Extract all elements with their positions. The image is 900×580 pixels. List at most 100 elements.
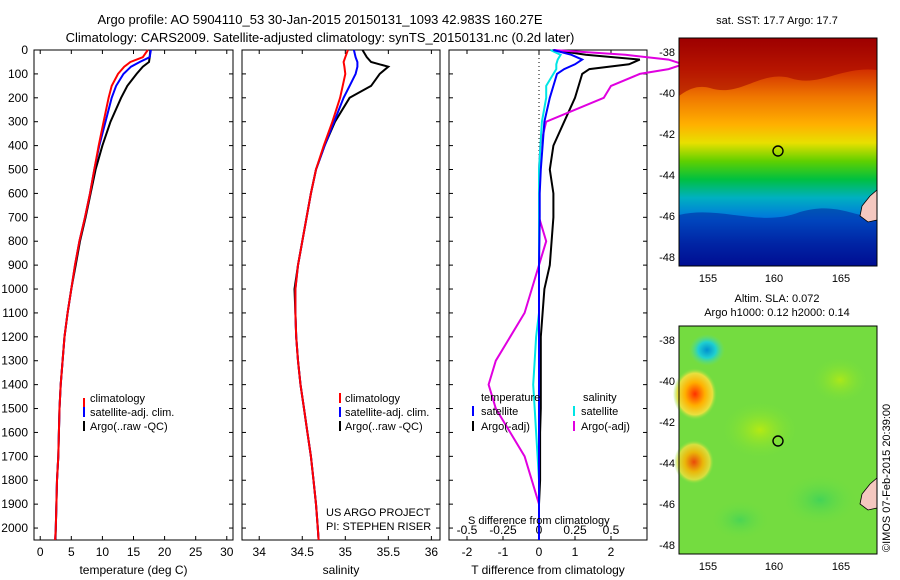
x-tick-label: 2 bbox=[608, 545, 615, 559]
legend-label-satellite: satellite-adj. clim. bbox=[90, 407, 174, 419]
map-y-tick-label: -48 bbox=[659, 540, 675, 552]
map-y-tick-label: -44 bbox=[659, 170, 675, 182]
sst-warm-patch bbox=[679, 38, 877, 96]
s-x-tick-label: -0.5 bbox=[457, 523, 478, 537]
salinity-axes-frame bbox=[241, 49, 441, 541]
salinity-x-axis-label: salinity bbox=[323, 563, 360, 577]
map-y-tick-label: -38 bbox=[659, 47, 675, 59]
map-y-tick-label: -46 bbox=[659, 499, 675, 511]
x-tick-label: 20 bbox=[158, 545, 172, 559]
y-tick-label: 700 bbox=[8, 210, 28, 224]
map-x-tick-label: 165 bbox=[832, 561, 850, 573]
y-tick-label: 200 bbox=[8, 91, 28, 105]
legend-label-s-satellite: satellite bbox=[581, 406, 618, 418]
y-tick-label: 1600 bbox=[1, 425, 28, 439]
x-tick-label: 0 bbox=[536, 545, 543, 559]
series-s-satellite-difference bbox=[532, 49, 563, 540]
sla-map-title1: Altim. SLA: 0.072 bbox=[735, 293, 820, 305]
map-x-tick-label: 160 bbox=[765, 273, 783, 285]
s-x-tick-label: -0.25 bbox=[489, 523, 517, 537]
sla-low-anomaly bbox=[782, 474, 858, 526]
map-y-tick-label: -44 bbox=[659, 458, 675, 470]
x-tick-label: 30 bbox=[220, 545, 234, 559]
x-tick-label: 1 bbox=[572, 545, 579, 559]
map-y-tick-label: -46 bbox=[659, 211, 675, 223]
x-tick-label: 25 bbox=[189, 545, 203, 559]
x-tick-label: 5 bbox=[68, 545, 75, 559]
y-tick-label: 1300 bbox=[1, 354, 28, 368]
y-tick-label: 400 bbox=[8, 139, 28, 153]
legend-label-s-argo: Argo(-adj) bbox=[581, 421, 630, 433]
x-tick-label: 36 bbox=[425, 545, 439, 559]
legend-label-t-satellite: satellite bbox=[481, 406, 518, 418]
map-x-tick-label: 155 bbox=[699, 561, 717, 573]
legend-title-salinity: salinity bbox=[583, 392, 617, 404]
y-tick-label: 1700 bbox=[1, 449, 28, 463]
sst-map-frame bbox=[678, 37, 878, 267]
salinity-legend: climatology satellite-adj. clim. Argo(..… bbox=[326, 393, 431, 533]
map-y-tick-label: -40 bbox=[659, 88, 675, 100]
chart-title-line1: Argo profile: AO 5904110_53 30-Jan-2015 … bbox=[97, 12, 543, 27]
legend-title-temperature: temperature bbox=[481, 392, 540, 404]
y-tick-label: 1200 bbox=[1, 330, 28, 344]
y-tick-label: 1900 bbox=[1, 497, 28, 511]
map-y-tick-label: -42 bbox=[659, 417, 675, 429]
map-x-tick-label: 160 bbox=[765, 561, 783, 573]
y-tick-label: 800 bbox=[8, 234, 28, 248]
salinity-panel: 34 34.5 35 35.5 36 salinity bbox=[241, 49, 441, 577]
x-tick-label: 34 bbox=[253, 545, 267, 559]
temperature-panel: 0100200300400500600700800900100011001200… bbox=[1, 43, 233, 577]
legend-label-argo: Argo(..raw -QC) bbox=[345, 421, 423, 433]
y-tick-label: 1800 bbox=[1, 473, 28, 487]
credit-pi: PI: STEPHEN RISER bbox=[326, 521, 431, 533]
s-x-tick-label: 0.25 bbox=[563, 523, 587, 537]
map-y-tick-label: -48 bbox=[659, 252, 675, 264]
x-tick-label: 15 bbox=[127, 545, 141, 559]
difference-panel: -2 -1 0 1 2 T difference from climatology -0.5… bbox=[448, 49, 687, 577]
sla-map: Altim. SLA: 0.072 Argo h1000: 0.12 h2000… bbox=[673, 293, 878, 555]
legend-label-satellite: satellite-adj. clim. bbox=[345, 407, 429, 419]
difference-axes-frame bbox=[448, 49, 648, 541]
y-tick-label: 500 bbox=[8, 163, 28, 177]
x-tick-label: -1 bbox=[498, 545, 509, 559]
imos-stamp: ©IMOS 07-Feb-2015 20:39:00 bbox=[881, 404, 893, 552]
temperature-x-axis-label: temperature (deg C) bbox=[79, 563, 187, 577]
difference-x-axis-label: T difference from climatology bbox=[471, 563, 625, 577]
sla-low-anomaly bbox=[710, 500, 770, 540]
series-t-satellite-difference bbox=[538, 49, 585, 540]
sla-mid-anomaly bbox=[720, 400, 800, 460]
sla-low-anomaly bbox=[689, 334, 725, 366]
sla-high-anomaly bbox=[673, 368, 717, 420]
y-tick-label: 1100 bbox=[2, 306, 28, 320]
series-climatology-temperature bbox=[54, 49, 149, 541]
y-tick-label: 1500 bbox=[1, 402, 28, 416]
sla-map-frame bbox=[678, 325, 878, 555]
y-tick-label: 1400 bbox=[1, 378, 28, 392]
argo-position-marker bbox=[772, 145, 784, 157]
chart-title-line2: Climatology: CARS2009. Satellite-adjuste… bbox=[65, 30, 575, 45]
series-satellite-salinity bbox=[294, 49, 359, 541]
sst-cold-patch bbox=[679, 208, 877, 266]
sla-mid-anomaly bbox=[810, 356, 870, 404]
y-tick-label: 100 bbox=[8, 67, 28, 81]
sst-map-ticks: -38 -40 -42 -44 -46 -48 155 160 165 bbox=[659, 47, 850, 285]
map-x-tick-label: 165 bbox=[832, 273, 850, 285]
x-tick-label: 0 bbox=[37, 545, 44, 559]
temperature-legend: climatology satellite-adj. clim. Argo(..… bbox=[83, 393, 174, 433]
s-difference-label: S difference from climatology bbox=[468, 515, 610, 527]
s-x-tick-label: 0.5 bbox=[603, 523, 620, 537]
y-tick-label: 2000 bbox=[1, 521, 28, 535]
series-argo-salinity bbox=[293, 49, 391, 541]
sla-high-anomaly bbox=[674, 440, 714, 484]
legend-label-climatology: climatology bbox=[345, 393, 401, 405]
legend-label-t-argo: Argo(-adj) bbox=[481, 421, 530, 433]
series-s-argo-difference bbox=[487, 49, 687, 540]
y-tick-label: 900 bbox=[8, 258, 28, 272]
x-tick-label: 10 bbox=[96, 545, 110, 559]
x-tick-label: 35.5 bbox=[377, 545, 401, 559]
series-t-argo-difference bbox=[538, 49, 641, 540]
y-tick-label: 0 bbox=[21, 43, 28, 57]
sst-map: sat. SST: 17.7 Argo: 17.7 bbox=[678, 15, 878, 267]
map-x-tick-label: 155 bbox=[699, 273, 717, 285]
